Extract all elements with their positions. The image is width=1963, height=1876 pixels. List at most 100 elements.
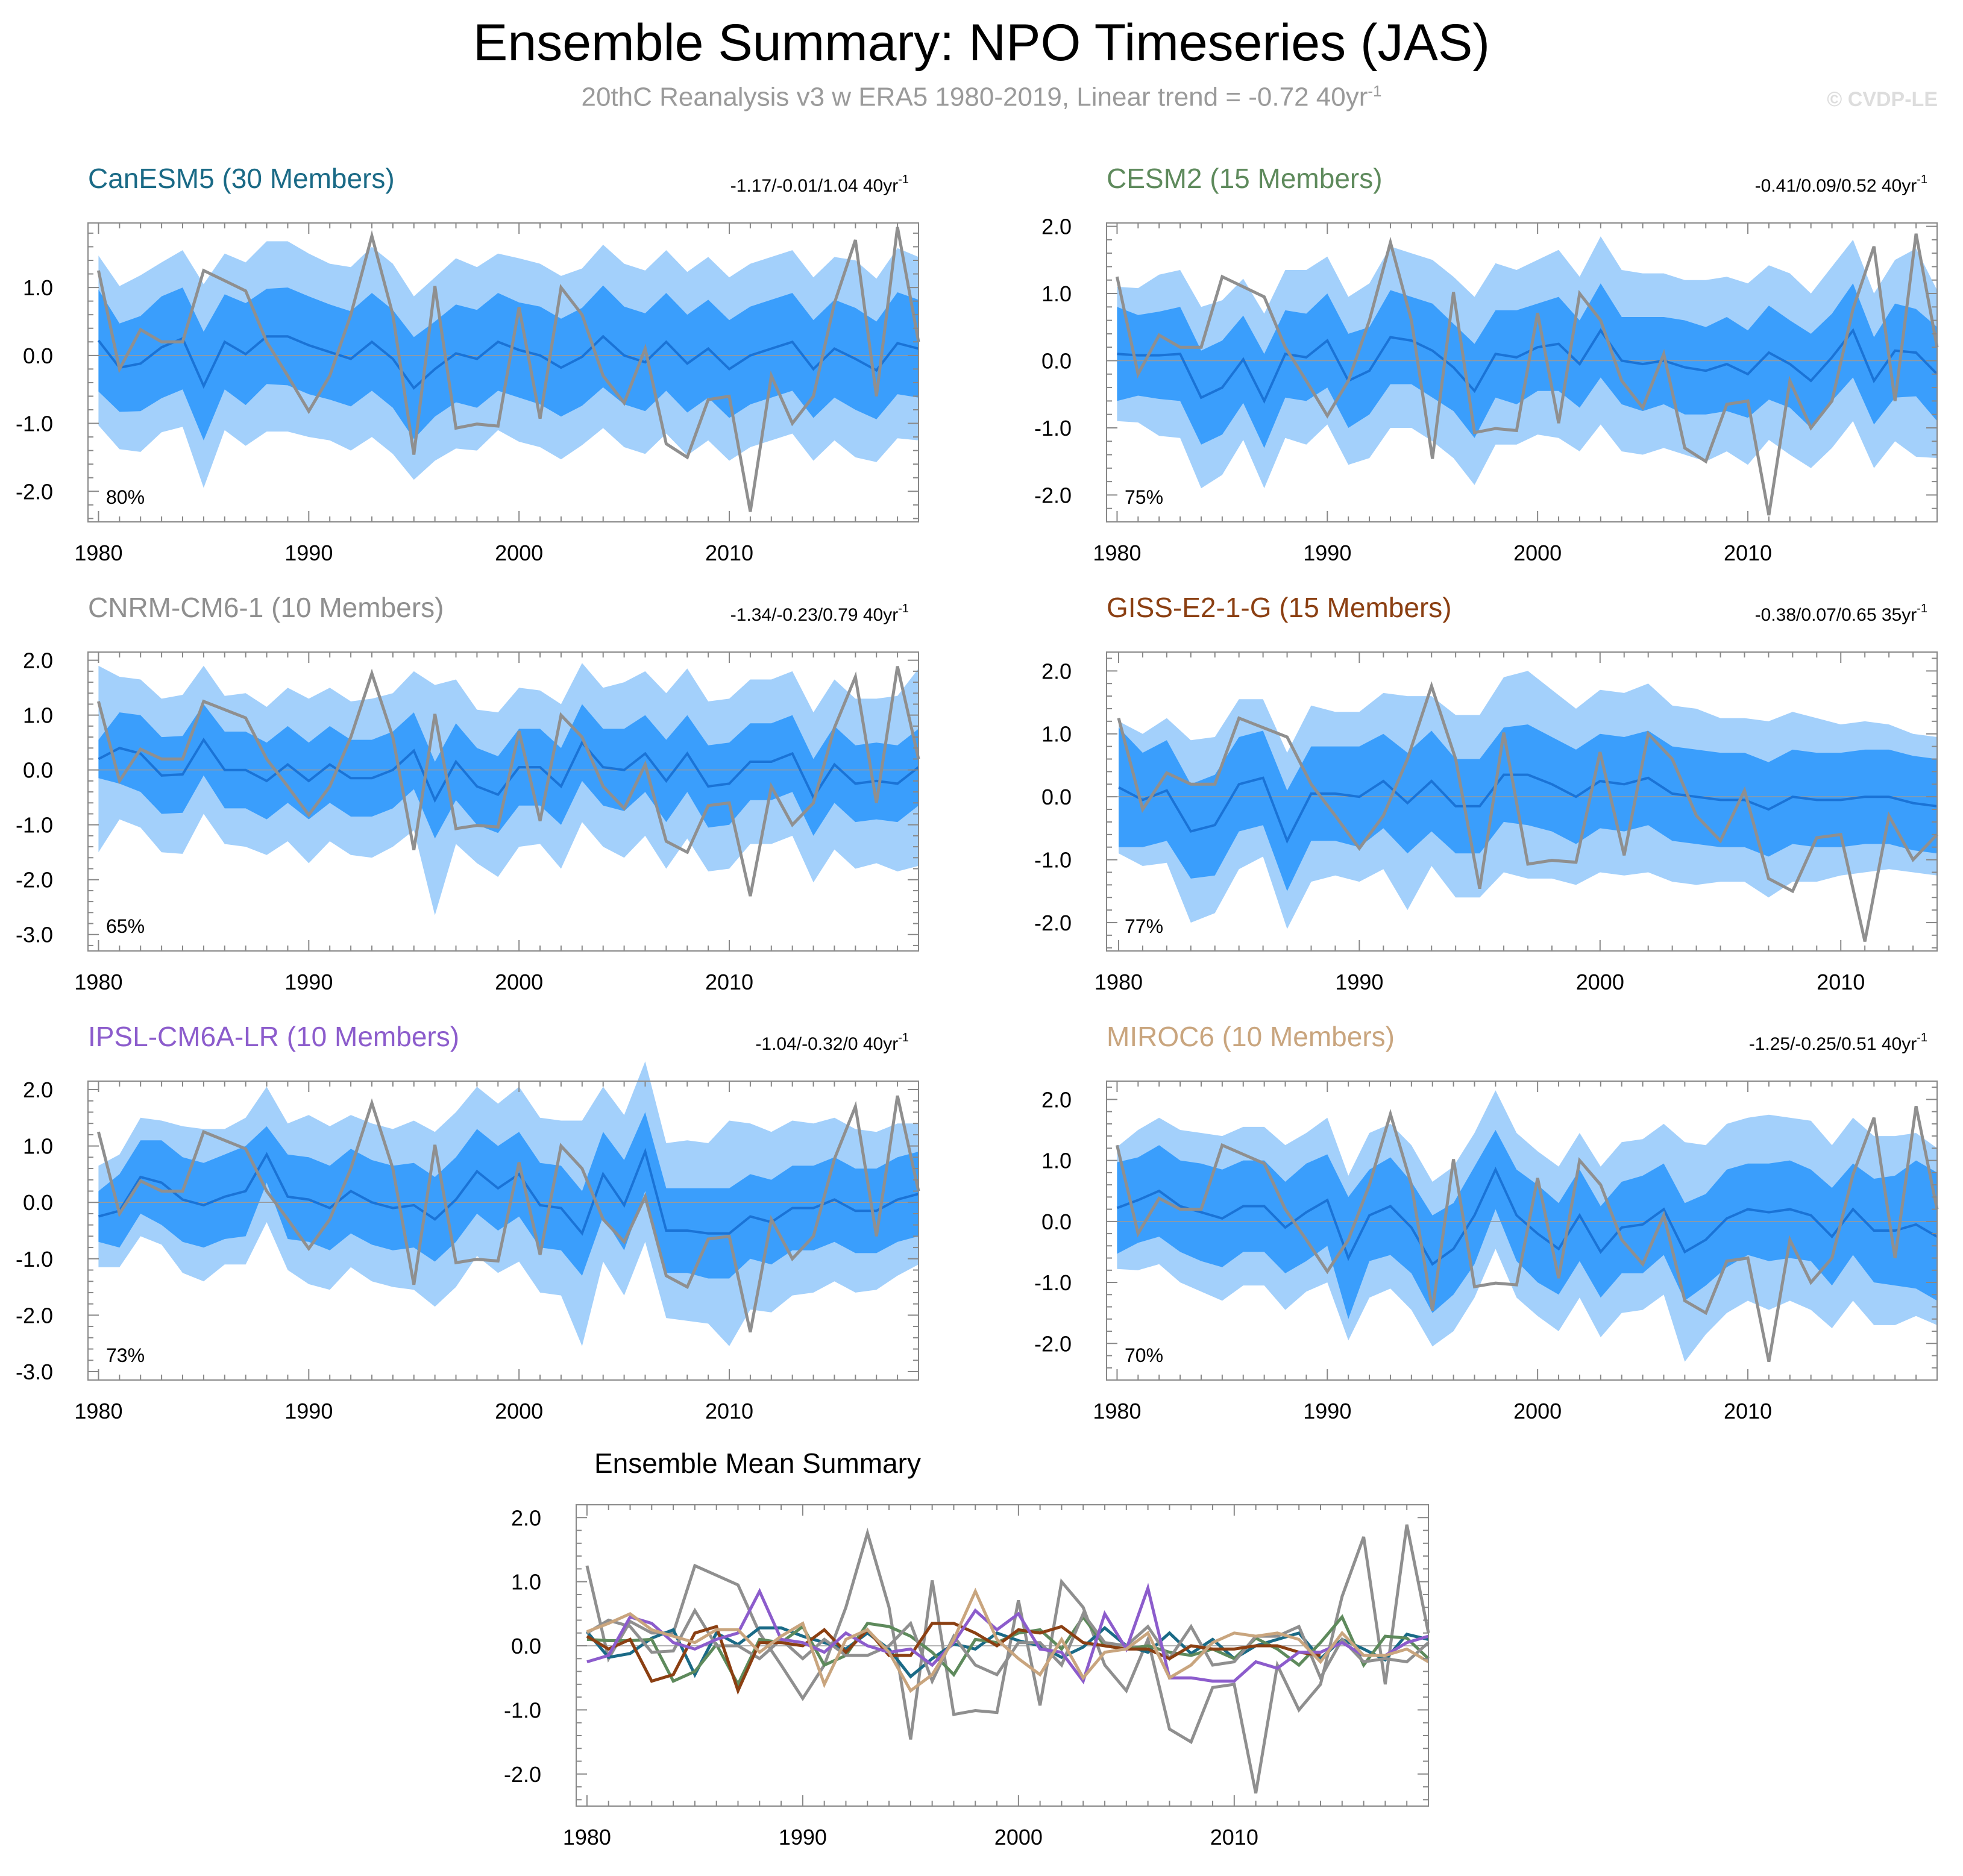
y-tick-label: 2.0 [1041,1087,1072,1112]
percent-label-CNRM-CM6-1: 65% [106,915,145,937]
panel-title-CanESM5: CanESM5 (30 Members) [88,163,395,194]
y-tick-label: 0.0 [511,1634,541,1658]
y-tick-label: -3.0 [16,1360,53,1384]
panel-IPSL-CM6A-LR: IPSL-CM6A-LR (10 Members) -1.04/-0.32/0 4… [16,1021,920,1423]
y-tick-label: 1.0 [1041,281,1072,306]
y-tick-label: 0.0 [1041,348,1072,373]
ensemble-mean-line-IPSL-CM6A-LR [98,1147,919,1236]
x-tick-label: 1990 [284,541,333,565]
x-tick-label: 2010 [705,1399,753,1423]
x-tick-label: 2000 [1513,1399,1562,1423]
y-tick-label: 1.0 [23,703,53,728]
trend-superscript-CESM2: -1 [1917,173,1927,186]
plot-frame-MIROC6 [1106,1081,1938,1381]
y-tick-label: 2.0 [1041,215,1072,239]
y-tick-label: 0.0 [23,344,53,368]
y-tick-label: -1.0 [1034,848,1072,873]
x-tick-label: 2000 [994,1825,1043,1849]
x-tick-label: 1980 [74,541,122,565]
y-tick-label: 1.0 [23,1134,53,1159]
figure-title: Ensemble Summary: NPO Timeseries (JAS) [473,14,1490,72]
panel-title-MIROC6: MIROC6 (10 Members) [1107,1021,1395,1052]
panel-title-CNRM-CM6-1: CNRM-CM6-1 (10 Members) [88,592,444,623]
trend-label-CESM2: -0.41/0.09/0.52 40yr-1 [1755,173,1927,196]
plot-frame-ensemble-mean-summary [576,1504,1429,1807]
plot-frame-IPSL-CM6A-LR [87,1081,919,1381]
ensemble-mean-line-CanESM5 [97,334,919,390]
percent-label-CESM2: 75% [1125,486,1163,508]
x-tick-label: 2000 [1576,970,1624,994]
observed-line-CNRM-CM6-1 [96,666,920,897]
trend-superscript-MIROC6: -1 [1917,1031,1927,1044]
y-tick-label: -1.0 [1034,1270,1072,1295]
panel-CanESM5: CanESM5 (30 Members) -1.17/-0.01/1.04 40y… [16,163,920,565]
x-tick-label: 1980 [1093,1399,1141,1423]
x-tick-label: 1990 [1303,541,1351,565]
summary-line-CNRM-CM6-1 [586,1607,1430,1685]
y-tick-label: -2.0 [1034,483,1072,507]
observed-line-GISS-E2-1-G [1117,681,1938,942]
trend-label-CanESM5: -1.17/-0.01/1.04 40yr-1 [730,173,909,196]
trend-superscript-IPSL-CM6A-LR: -1 [898,1031,909,1044]
percent-label-IPSL-CM6A-LR: 73% [106,1344,145,1366]
percent-label-GISS-E2-1-G: 77% [1125,915,1163,937]
x-tick-label: 1980 [74,1399,122,1423]
y-tick-label: -2.0 [16,868,53,893]
panel-title-IPSL-CM6A-LR: IPSL-CM6A-LR (10 Members) [88,1021,459,1052]
panel-CESM2: CESM2 (15 Members) -0.41/0.09/0.52 40yr-1… [1034,163,1939,565]
y-tick-label: 1.0 [1041,722,1072,747]
credit-watermark: © CVDP-LE [1827,88,1938,111]
panel-GISS-E2-1-G: GISS-E2-1-G (15 Members) -0.38/0.07/0.65 … [1034,592,1938,994]
x-tick-label: 1990 [1303,1399,1351,1423]
x-tick-label: 2000 [495,970,543,994]
x-tick-label: 2010 [1724,1399,1772,1423]
y-tick-label: -1.0 [504,1698,541,1722]
x-tick-label: 2010 [1724,541,1772,565]
percent-label-MIROC6: 70% [1125,1344,1163,1366]
observed-line-MIROC6 [1115,1106,1939,1363]
summary-line-GISS-E2-1-G [586,1622,1321,1695]
y-tick-label: 1.0 [1041,1149,1072,1173]
x-tick-label: 2010 [705,541,753,565]
subtitle-text: 20thC Reanalysis v3 w ERA5 1980-2019, Li… [581,82,1368,112]
panel-CNRM-CM6-1: CNRM-CM6-1 (10 Members) -1.34/-0.23/0.79 … [16,592,920,994]
subtitle-superscript: -1 [1368,82,1382,100]
observed-line-CESM2 [1115,233,1939,516]
observed-line-CanESM5 [96,227,920,512]
trend-superscript-CNRM-CM6-1: -1 [898,602,909,615]
panel-title-GISS-E2-1-G: GISS-E2-1-G (15 Members) [1107,592,1452,623]
y-tick-label: 1.0 [511,1570,541,1595]
y-tick-label: 2.0 [1041,659,1072,683]
trend-superscript-CanESM5: -1 [898,173,909,186]
y-tick-label: -2.0 [1034,1331,1072,1356]
inner-band-GISS-E2-1-G [1119,724,1937,891]
x-tick-label: 2000 [495,1399,543,1423]
ensemble-mean-line-GISS-E2-1-G [1118,773,1938,844]
x-tick-label: 1980 [74,970,122,994]
trend-label-GISS-E2-1-G: -0.38/0.07/0.65 35yr-1 [1755,602,1927,625]
panel-title-ensemble-mean-summary: Ensemble Mean Summary [594,1448,921,1479]
panel-title-CESM2: CESM2 (15 Members) [1107,163,1383,194]
trend-superscript-GISS-E2-1-G: -1 [1917,602,1927,615]
x-tick-label: 2000 [1513,541,1562,565]
ensemble-mean-line-CESM2 [1117,328,1938,404]
y-tick-label: 2.0 [23,648,53,673]
trend-label-CNRM-CM6-1: -1.34/-0.23/0.79 40yr-1 [730,602,909,625]
panel-MIROC6: MIROC6 (10 Members) -1.25/-0.25/0.51 40yr… [1034,1021,1939,1423]
x-tick-label: 1990 [1335,970,1383,994]
y-tick-label: 2.0 [23,1078,53,1102]
trend-label-IPSL-CM6A-LR: -1.04/-0.32/0 40yr-1 [755,1031,909,1054]
percent-label-CanESM5: 80% [106,486,145,508]
x-tick-label: 1980 [563,1825,611,1849]
x-tick-label: 2010 [1817,970,1865,994]
y-tick-label: -1.0 [16,813,53,838]
plot-frame-GISS-E2-1-G [1106,651,1938,952]
y-tick-label: 0.0 [23,1190,53,1215]
x-tick-label: 1990 [284,970,333,994]
x-tick-label: 2010 [1210,1825,1258,1849]
observed-line-IPSL-CM6A-LR [96,1095,920,1333]
y-tick-label: -2.0 [504,1762,541,1787]
plot-frame-CNRM-CM6-1 [87,651,919,952]
x-tick-label: 1990 [779,1825,827,1849]
panel-ensemble-mean-summary: Ensemble Mean Summary 1980 1990 2000 2010 2.0… [504,1448,1430,1849]
